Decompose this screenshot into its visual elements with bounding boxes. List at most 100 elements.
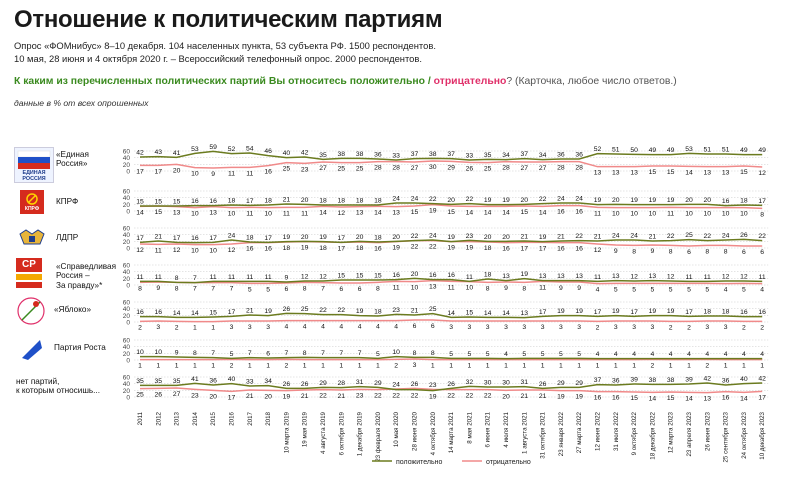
negative-data-label: 16 [557, 246, 565, 253]
negative-data-label: 21 [246, 393, 254, 400]
positive-data-label: 24 [722, 233, 730, 240]
positive-series-line [140, 355, 763, 360]
positive-data-label: 17 [209, 235, 217, 242]
united-russia-logo: ЕДИНАЯ РОССИЯ [14, 147, 54, 183]
x-tick-label: 27 марта 2022 [576, 411, 583, 453]
negative-data-label: 16 [246, 246, 254, 253]
negative-data-label: 23 [301, 166, 309, 173]
positive-data-label: 49 [667, 147, 675, 154]
negative-data-label: 25 [136, 392, 144, 399]
positive-data-label: 39 [630, 377, 638, 384]
negative-data-label: 2 [285, 362, 289, 369]
positive-data-label: 35 [484, 152, 492, 159]
y-tick-label: 0 [126, 320, 130, 327]
negative-data-label: 19 [392, 245, 400, 252]
negative-data-label: 3 [468, 324, 472, 331]
positive-data-label: 18 [704, 309, 712, 316]
negative-data-label: 13 [704, 170, 712, 177]
positive-data-label: 42 [704, 376, 712, 383]
positive-data-label: 18 [246, 235, 254, 242]
positive-data-label: 16 [209, 198, 217, 205]
positive-data-label: 20 [301, 234, 309, 241]
positive-data-label: 8 [431, 350, 435, 357]
x-tick-label: 25 сентября 2023 [723, 411, 730, 462]
negative-data-label: 23 [191, 392, 199, 399]
negative-data-label: 11 [228, 170, 235, 177]
negative-data-label: 9 [156, 285, 160, 292]
negative-data-label: 11 [246, 170, 253, 177]
x-tick-label: 10 декабря 2023 [759, 411, 766, 459]
negative-data-label: 22 [447, 393, 455, 400]
negative-data-label: 16 [722, 395, 730, 402]
negative-data-label: 23 [429, 382, 437, 389]
positive-data-label: 16 [155, 309, 163, 316]
positive-data-label: 19 [502, 197, 510, 204]
y-tick-label: 20 [123, 313, 131, 320]
positive-data-label: 5 [230, 351, 234, 358]
positive-data-label: 4 [632, 351, 636, 358]
positive-data-label: 19 [521, 271, 529, 278]
negative-data-label: 17 [155, 168, 163, 175]
y-tick-label: 60 [123, 149, 131, 156]
growth-arrow-icon [22, 340, 42, 360]
positive-data-label: 51 [612, 147, 620, 154]
question-text-start: К каким из перечисленных политических па… [14, 76, 350, 87]
x-tick-label: 10 марта 2019 [283, 411, 290, 453]
positive-data-label: 38 [649, 377, 657, 384]
negative-data-label: 5 [266, 286, 270, 293]
negative-data-label: 1 [468, 363, 472, 370]
positive-data-label: 13 [612, 273, 620, 280]
negative-data-label: 12 [594, 247, 602, 254]
negative-data-label: 3 [724, 324, 728, 331]
positive-data-label: 13 [539, 273, 547, 280]
negative-data-label: 5 [687, 286, 691, 293]
negative-data-label: 4 [358, 324, 362, 331]
positive-data-label: 16 [722, 198, 730, 205]
negative-data-label: 1 [376, 363, 380, 370]
negative-data-label: 19 [575, 394, 583, 401]
negative-data-label: 2 [651, 362, 655, 369]
negative-data-label: 10 [612, 211, 620, 218]
positive-data-label: 19 [484, 197, 492, 204]
negative-data-label: 17 [758, 394, 766, 401]
negative-data-label: 21 [338, 393, 346, 400]
y-tick-label: 40 [123, 306, 131, 313]
positive-data-label: 21 [557, 234, 565, 241]
negative-series-line [139, 319, 763, 323]
negative-data-label: 28 [502, 165, 510, 172]
y-tick-label: 0 [126, 169, 130, 176]
positive-data-label: 13 [575, 273, 583, 280]
negative-data-label: 1 [266, 363, 270, 370]
yabloko-logo [16, 296, 46, 326]
negative-data-label: 14 [319, 209, 327, 216]
party-label-rost: Партия Роста [54, 343, 106, 352]
negative-data-label: 26 [411, 381, 419, 388]
positive-data-label: 19 [264, 308, 272, 315]
negative-data-label: 1 [687, 363, 691, 370]
negative-series-line [139, 279, 763, 285]
negative-data-label: 10 [411, 285, 419, 292]
negative-data-label: 28 [575, 165, 583, 172]
negative-data-label: 1 [193, 325, 197, 332]
positive-data-label: 21 [594, 234, 602, 241]
positive-series-line [139, 238, 763, 244]
negative-data-label: 6 [339, 286, 343, 293]
positive-data-label: 20 [356, 234, 364, 241]
positive-data-label: 5 [559, 351, 563, 358]
x-tick-label: 10 мая 2020 [393, 411, 400, 447]
negative-data-label: 6 [760, 249, 764, 256]
negative-data-label: 1 [303, 363, 307, 370]
negative-series-line [140, 160, 763, 169]
positive-data-label: 10 [155, 349, 163, 356]
positive-data-label: 22 [411, 393, 419, 400]
negative-data-label: 1 [522, 363, 526, 370]
positive-data-label: 19 [594, 197, 602, 204]
eagle-emblem-icon [19, 229, 45, 245]
negative-data-label: 10 [228, 211, 236, 218]
y-tick-label: 20 [123, 388, 131, 395]
y-tick-label: 40 [123, 269, 131, 276]
negative-data-label: 1 [321, 363, 325, 370]
positive-data-label: 19 [667, 197, 675, 204]
positive-data-label: 9 [285, 275, 289, 282]
negative-data-label: 29 [447, 164, 455, 171]
